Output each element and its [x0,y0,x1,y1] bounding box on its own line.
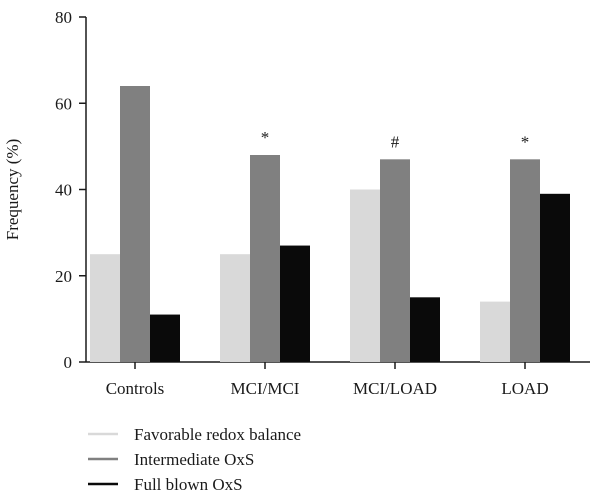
bar-controls-favorable-redox-balance [90,254,120,362]
y-tick-label: 20 [55,267,72,286]
legend: Favorable redox balance Intermediate OxS F… [88,425,301,493]
y-tick-label: 80 [55,8,72,27]
bar-load-intermediate-oxs [510,159,540,362]
legend-label: Intermediate OxS [134,450,254,469]
x-ticks: Controls MCI/MCI MCI/LOAD LOAD [106,362,549,398]
bar-load-full-blown-oxs [540,193,570,362]
legend-item-full-blown-oxs: Full blown OxS [88,475,243,493]
x-tick-label-mci-load: MCI/LOAD [353,379,437,398]
y-axis-title: Frequency (%) [3,139,22,241]
annotation-mci-mci: * [261,128,270,147]
legend-item-favorable-redox-balance: Favorable redox balance [88,425,301,444]
annotations: * # * [261,128,530,151]
annotation-mci-load: # [391,132,400,151]
annotation-load: * [521,132,530,151]
bars [90,86,570,362]
y-tick-label: 0 [64,353,73,372]
bar-load-favorable-redox-balance [480,301,510,362]
bar-controls-full-blown-oxs [150,314,180,362]
bar-mci-mci-full-blown-oxs [280,245,310,362]
bar-mci-load-intermediate-oxs [380,159,410,362]
legend-label: Full blown OxS [134,475,243,493]
bar-controls-intermediate-oxs [120,86,150,362]
legend-item-intermediate-oxs: Intermediate OxS [88,450,254,469]
y-tick-label: 60 [55,94,72,113]
y-tick-label: 40 [55,181,72,200]
legend-label: Favorable redox balance [134,425,301,444]
y-ticks: 0 20 40 60 80 [55,8,86,372]
x-tick-label-mci-mci: MCI/MCI [231,379,300,398]
x-tick-label-controls: Controls [106,379,165,398]
bar-mci-mci-favorable-redox-balance [220,254,250,362]
bar-mci-mci-intermediate-oxs [250,155,280,362]
bar-mci-load-favorable-redox-balance [350,189,380,362]
axes: 0 20 40 60 80 Controls MCI/MCI MCI/LOAD LOAD [55,8,590,398]
bar-mci-load-full-blown-oxs [410,297,440,362]
x-tick-label-load: LOAD [501,379,548,398]
